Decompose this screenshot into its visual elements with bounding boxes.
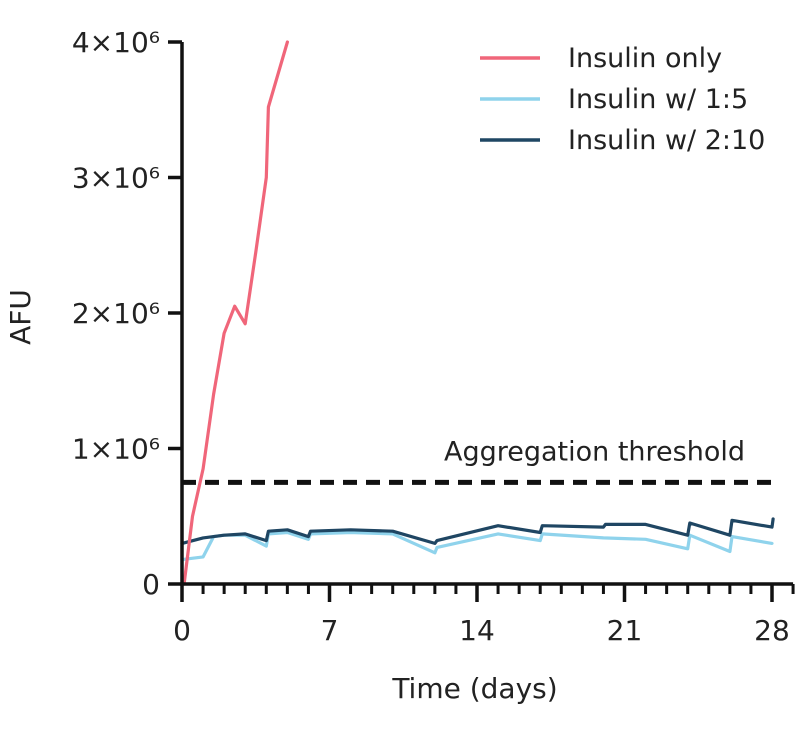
y-tick-label: 4×10⁶ — [72, 26, 160, 59]
y-axis-title: AFU — [4, 289, 37, 345]
legend: Insulin only Insulin w/ 1:5 Insulin w/ 2:1… — [480, 43, 765, 156]
y-tick-label: 3×10⁶ — [72, 162, 160, 195]
series-line-2 — [180, 517, 775, 546]
y-tick-label: 1×10⁶ — [72, 433, 160, 466]
x-tick-label: 7 — [321, 614, 339, 647]
legend-label: Insulin w/ 2:10 — [568, 125, 765, 156]
y-tick-label: 0 — [142, 568, 160, 601]
axes: 0 1×10⁶ 2×10⁶ 3×10⁶ 4×10⁶ 0 7 14 21 28 — [72, 26, 795, 647]
threshold-group: Aggregation threshold — [182, 436, 772, 485]
legend-label: Insulin w/ 1:5 — [568, 84, 748, 115]
series-line-0 — [182, 40, 289, 586]
x-tick-label: 0 — [173, 614, 191, 647]
x-tick-label: 21 — [607, 614, 643, 647]
x-tick-label: 28 — [754, 614, 790, 647]
aggregation-threshold-label: Aggregation threshold — [444, 436, 745, 467]
series-line-1 — [180, 530, 774, 562]
y-tick-label: 2×10⁶ — [72, 297, 160, 330]
x-tick-label: 14 — [459, 614, 495, 647]
x-axis-title: Time (days) — [391, 672, 557, 705]
legend-label: Insulin only — [568, 43, 722, 74]
series-group — [180, 40, 775, 586]
